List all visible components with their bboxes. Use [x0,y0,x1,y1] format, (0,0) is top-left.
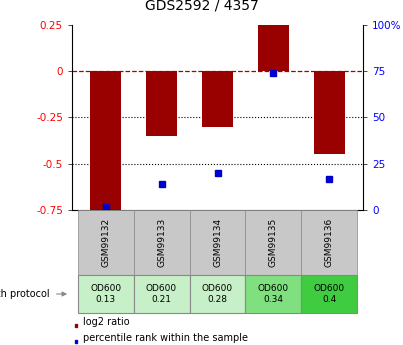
Bar [314,71,345,155]
Text: GDS2592 / 4357: GDS2592 / 4357 [145,0,258,13]
Text: percentile rank within the sample: percentile rank within the sample [83,333,248,343]
Text: GSM99134: GSM99134 [213,218,222,267]
Bar [301,210,357,275]
Bar [258,25,289,71]
Bar [146,71,177,136]
Bar [90,71,121,210]
Bar [133,210,189,275]
Text: GSM99136: GSM99136 [325,218,334,267]
Text: OD600
0.34: OD600 0.34 [258,284,289,304]
Text: log2 ratio: log2 ratio [83,317,130,327]
Text: OD600
0.13: OD600 0.13 [90,284,121,304]
Bar [245,210,301,275]
Bar [245,275,301,313]
Bar [75,339,77,343]
Bar [189,275,245,313]
Bar [202,71,233,127]
Bar [133,275,189,313]
Bar [189,210,245,275]
Text: GSM99132: GSM99132 [101,218,110,267]
Text: OD600
0.21: OD600 0.21 [146,284,177,304]
Bar [301,275,357,313]
Bar [78,275,133,313]
Text: growth protocol: growth protocol [0,289,50,299]
Text: GSM99135: GSM99135 [269,218,278,267]
Text: GSM99133: GSM99133 [157,218,166,267]
Text: OD600
0.4: OD600 0.4 [314,284,345,304]
Text: OD600
0.28: OD600 0.28 [202,284,233,304]
Bar [78,210,133,275]
Bar [75,324,77,327]
